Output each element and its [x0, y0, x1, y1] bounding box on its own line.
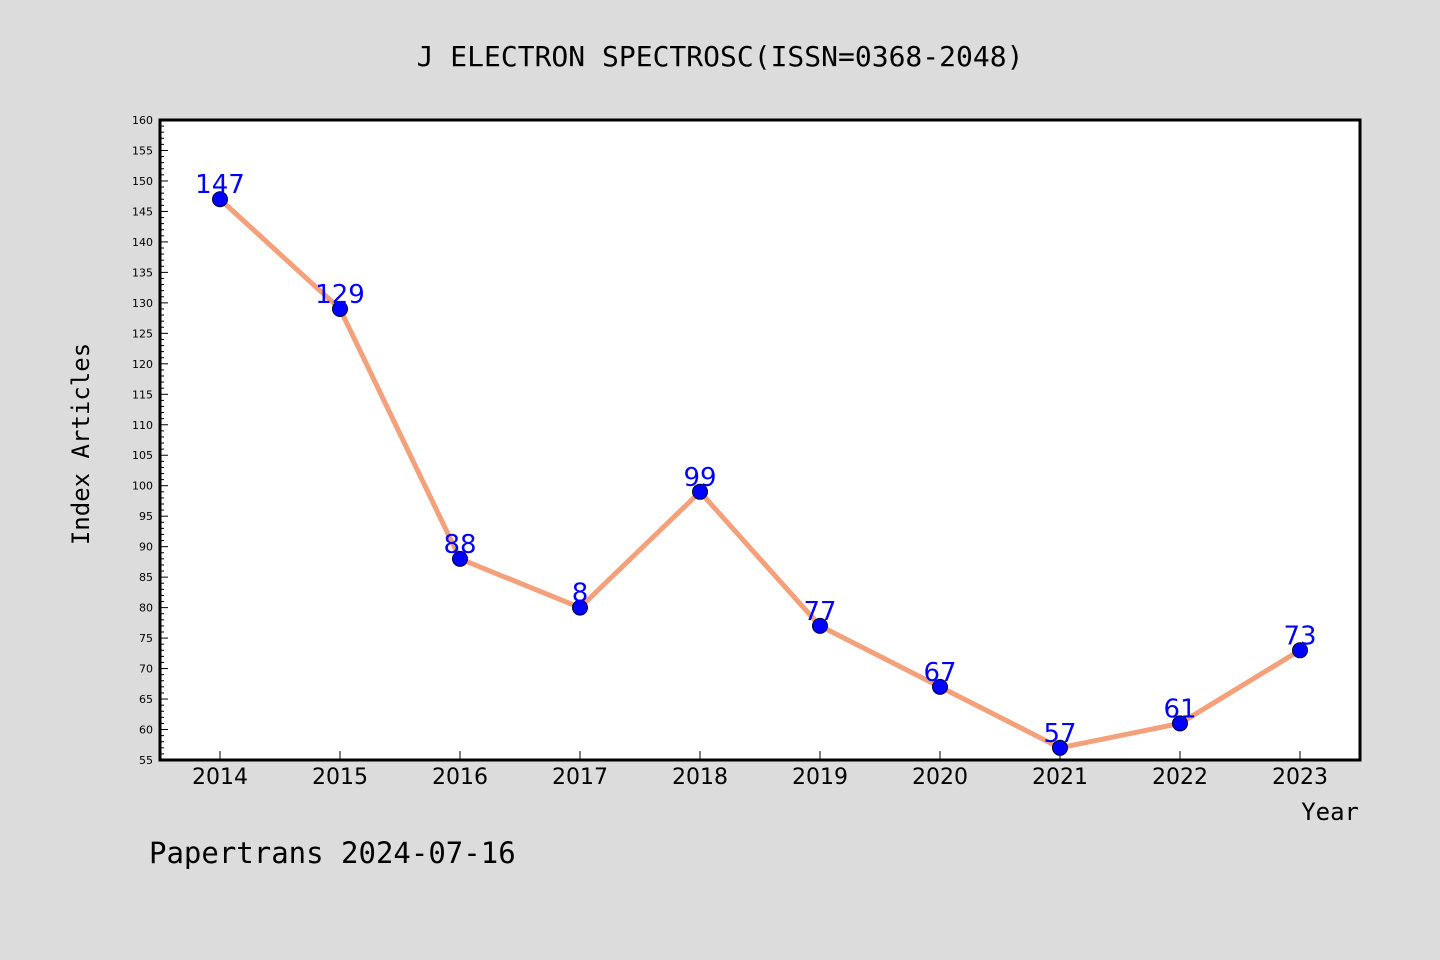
- y-tick-label: 120: [132, 358, 153, 371]
- x-tick-label: 2018: [672, 765, 728, 790]
- data-point: [332, 300, 348, 317]
- y-axis-label: Index Articles: [67, 343, 95, 545]
- x-tick-label: 2020: [912, 765, 968, 790]
- data-label: 147: [195, 170, 245, 200]
- y-tick-label: 140: [132, 236, 153, 249]
- y-tick-label: 80: [139, 602, 153, 615]
- y-tick-label: 135: [132, 266, 153, 279]
- data-point: [692, 483, 708, 500]
- y-tick-label: 95: [139, 510, 153, 523]
- data-point: [1292, 642, 1308, 659]
- chart-title: J ELECTRON SPECTROSC(ISSN=0368-2048): [417, 40, 1024, 73]
- y-tick-label: 60: [139, 724, 153, 737]
- data-label: 67: [923, 658, 956, 688]
- x-tick-label: 2017: [552, 765, 608, 790]
- y-tick-label: 75: [139, 632, 153, 645]
- data-label: 77: [803, 597, 836, 627]
- data-point: [212, 191, 228, 208]
- data-label: 99: [683, 463, 716, 493]
- y-tick-label: 105: [132, 449, 153, 462]
- y-tick-label: 160: [132, 114, 153, 127]
- x-axis-ticks: 2014 2015 2016 2017 2018 2019 2020 2021 2022 2023: [192, 751, 1328, 790]
- series-line: [217, 196, 1303, 751]
- plot-frame: [158, 118, 1362, 762]
- data-point: [812, 617, 828, 634]
- y-tick-label: 55: [139, 754, 153, 767]
- y-tick-label: 100: [132, 480, 153, 493]
- data-label: 129: [315, 280, 365, 310]
- data-label: 73: [1283, 621, 1316, 651]
- x-axis-label: Year: [1301, 798, 1359, 826]
- y-tick-label: 145: [132, 205, 153, 218]
- y-tick-label: 65: [139, 693, 153, 706]
- data-markers: [212, 191, 1308, 756]
- y-tick-label: 70: [139, 663, 153, 676]
- x-tick-label: 2016: [432, 765, 488, 790]
- x-tick-label: 2019: [792, 765, 848, 790]
- data-point: [452, 550, 468, 567]
- x-tick-label: 2014: [192, 765, 248, 790]
- data-point: [1052, 739, 1068, 756]
- data-label: 88: [443, 530, 476, 560]
- data-label: 61: [1163, 694, 1196, 724]
- data-point: [932, 678, 948, 695]
- x-tick-label: 2022: [1152, 765, 1208, 790]
- y-tick-label: 125: [132, 327, 153, 340]
- y-tick-label: 130: [132, 297, 153, 310]
- x-tick-label: 2023: [1272, 765, 1328, 790]
- footer-text: Papertrans 2024-07-16: [149, 836, 516, 870]
- y-tick-label: 90: [139, 541, 153, 554]
- x-tick-label: 2015: [312, 765, 368, 790]
- y-tick-label: 155: [132, 144, 153, 157]
- data-point: [1172, 715, 1188, 732]
- plot-area: [160, 120, 1360, 760]
- x-tick-label: 2021: [1032, 765, 1088, 790]
- data-label: 57: [1043, 719, 1076, 749]
- data-point: [572, 599, 588, 616]
- y-tick-label: 110: [132, 419, 153, 432]
- y-tick-label: 150: [132, 175, 153, 188]
- data-label: 8: [572, 579, 589, 609]
- y-tick-label: 85: [139, 571, 153, 584]
- y-tick-label: 115: [132, 388, 153, 401]
